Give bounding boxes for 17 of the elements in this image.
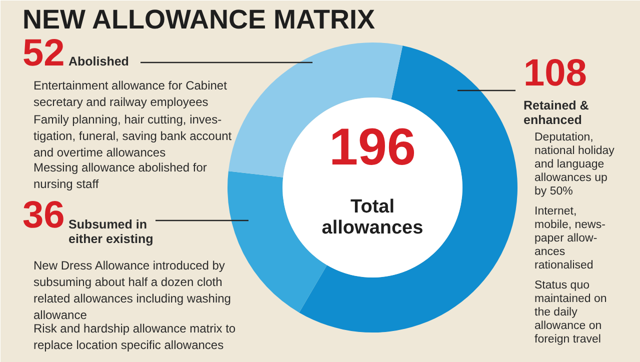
slice-label: Subsumed in either existing	[68, 218, 154, 246]
text: Family planning, hair cutting, inves- tigation, funeral, saving bank account and overtime allowances	[34, 112, 232, 160]
text: New Dress Allowance introduced by subsuming about half a dozen cloth related allowances including washing allowance	[34, 258, 231, 322]
text: Internet, mobile, news- paper allow- ances rationalised	[534, 206, 606, 272]
text: Deputation, national holiday and language allowances up by 50%	[534, 132, 615, 198]
text: Risk and hardship allowance matrix to replace location specific allowances	[34, 322, 236, 352]
text: Status quo maintained on the daily allowance on foreign travel	[534, 280, 607, 346]
data-label: 36	[22, 194, 65, 236]
text: 196	[329, 118, 416, 176]
text: Entertainment allowance for Cabinet secretary and railway employees	[34, 78, 228, 110]
data-label: 108	[524, 52, 587, 94]
text: Total allowances	[322, 196, 424, 238]
slice-label: Retained & enhanced	[524, 98, 589, 128]
chart-title: NEW ALLOWANCE MATRIX	[22, 4, 375, 34]
slice-label: Abolished	[68, 54, 129, 68]
text: Messing allowance abolished for nursing staff	[34, 160, 207, 192]
data-label: 52	[22, 32, 65, 74]
